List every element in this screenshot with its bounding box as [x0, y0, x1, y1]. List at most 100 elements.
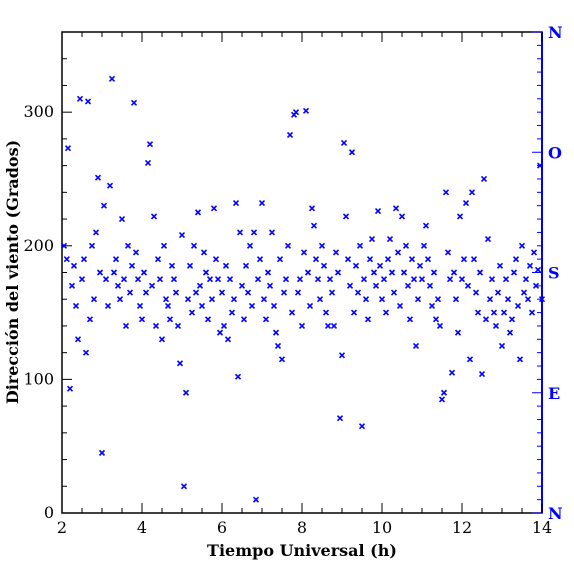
data-point [412, 342, 420, 350]
data-point [232, 199, 240, 207]
x-axis-title: Tiempo Universal (h) [207, 541, 397, 560]
data-point [500, 309, 508, 316]
data-point [414, 296, 422, 303]
data-point [448, 369, 456, 376]
data-point [278, 356, 286, 363]
data-point [182, 389, 190, 396]
data-point [416, 262, 424, 269]
data-point [230, 296, 238, 303]
data-point [90, 296, 98, 303]
x-tick-label: 8 [297, 518, 307, 537]
data-point [120, 276, 128, 283]
direction-label: S [548, 264, 560, 283]
data-point [434, 296, 442, 303]
data-point [268, 229, 276, 236]
data-point [140, 269, 148, 276]
data-point [260, 296, 268, 303]
data-point [86, 316, 94, 323]
data-point [454, 329, 462, 336]
data-point [348, 149, 356, 156]
data-point [108, 75, 116, 82]
data-point [306, 302, 314, 309]
data-point [116, 296, 124, 303]
x-tick-label: 10 [372, 518, 392, 537]
data-point [460, 256, 468, 263]
data-point [64, 145, 72, 152]
data-point [296, 276, 304, 283]
data-point [288, 309, 296, 316]
data-point [258, 199, 266, 207]
data-point [372, 282, 380, 289]
data-point [484, 236, 492, 243]
data-point [354, 289, 362, 296]
data-point [464, 282, 472, 289]
data-point [272, 329, 280, 336]
data-point [226, 276, 234, 283]
direction-label: E [548, 384, 560, 403]
data-point [270, 302, 278, 309]
data-point [344, 256, 352, 263]
y-tick-labels: 0 100 200 300 [23, 102, 54, 522]
data-point [152, 322, 160, 330]
data-point [438, 396, 446, 403]
data-point [508, 316, 516, 323]
data-point [436, 322, 444, 330]
data-point [346, 282, 354, 289]
data-point [198, 302, 206, 309]
data-point [466, 356, 474, 363]
data-point [106, 182, 114, 189]
data-point [188, 309, 196, 316]
data-point [488, 276, 496, 283]
data-point [96, 269, 104, 276]
data-point [276, 256, 284, 263]
data-point [172, 289, 180, 296]
data-point [292, 109, 300, 116]
data-point [410, 276, 418, 283]
y-tick-label: 300 [23, 102, 54, 121]
data-point [362, 296, 370, 303]
data-point [300, 249, 308, 256]
data-point [382, 309, 390, 316]
data-point [144, 159, 152, 167]
data-point [360, 276, 368, 283]
data-point [126, 289, 134, 296]
data-point [322, 309, 330, 316]
data-point [384, 256, 392, 263]
data-point [234, 373, 242, 380]
data-point [394, 249, 402, 256]
data-point [450, 269, 458, 276]
data-point [63, 256, 70, 263]
y-tick-label: 0 [44, 503, 54, 522]
data-point [442, 189, 450, 196]
data-point [184, 296, 192, 303]
plot-frame [61, 31, 543, 514]
data-point [408, 256, 416, 263]
data-point [160, 242, 168, 249]
data-point [94, 174, 102, 181]
data-point [252, 496, 260, 503]
data-point [398, 213, 406, 220]
data-point [420, 242, 428, 249]
data-point [370, 269, 378, 276]
data-point [88, 242, 96, 249]
data-point [206, 276, 214, 283]
data-point [66, 385, 74, 392]
data-point [132, 249, 140, 256]
data-point [364, 316, 372, 323]
data-point [318, 242, 326, 249]
data-point [190, 242, 198, 249]
data-point [124, 242, 132, 249]
data-point [166, 316, 174, 323]
data-point [176, 360, 184, 367]
data-point [458, 276, 466, 283]
data-point [456, 213, 464, 220]
data-point [392, 205, 400, 212]
data-point [418, 276, 426, 283]
data-point [310, 222, 318, 229]
data-point [476, 269, 484, 276]
data-point [264, 269, 272, 276]
data-point [356, 242, 364, 249]
y-tick-label: 200 [23, 236, 54, 255]
data-point [180, 483, 188, 490]
